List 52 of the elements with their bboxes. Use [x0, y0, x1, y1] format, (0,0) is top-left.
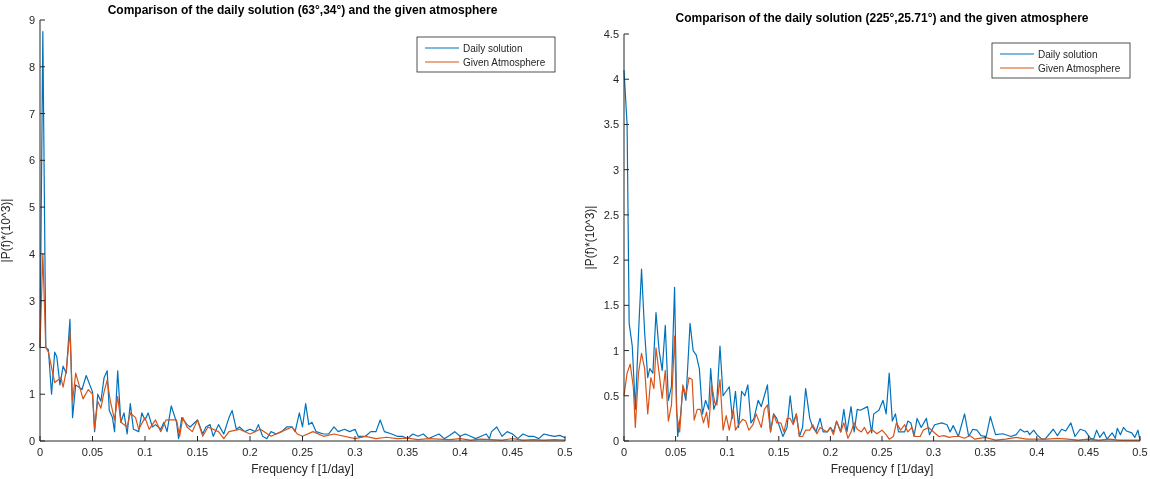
x-axis-title: Frequency f [1/day] — [830, 462, 934, 476]
x-tick-label: 0.1 — [137, 446, 153, 458]
y-tick-label: 5 — [28, 201, 35, 214]
y-tick-label: 9 — [28, 14, 35, 26]
chart-title: Comparison of the daily solution (63°,34°) and the given atmosphere — [107, 3, 498, 17]
y-tick-label: 0 — [612, 435, 619, 447]
y-tick-label: 1.5 — [603, 299, 619, 312]
x-tick-label: 0.3 — [925, 446, 942, 458]
y-tick-label: 2.5 — [603, 208, 619, 221]
y-tick-label: 1 — [612, 344, 619, 357]
legend-label: Given Atmosphere — [463, 57, 546, 68]
x-tick-label: 0.15 — [768, 446, 790, 458]
x-tick-label: 0.5 — [557, 446, 573, 458]
y-tick-label: 4.5 — [603, 28, 619, 40]
x-axis-title: Frequency f [1/day] — [251, 462, 354, 476]
y-tick-label: 1 — [28, 388, 35, 401]
y-tick-label: 6 — [28, 154, 35, 167]
x-tick-label: 0.45 — [1077, 446, 1100, 458]
y-axis-title: |P(f)*(10^3)| — [583, 205, 597, 270]
y-tick-label: 3.5 — [603, 118, 619, 131]
x-tick-label: 0 — [620, 446, 628, 458]
x-tick-label: 0.2 — [822, 446, 839, 458]
y-tick-label: 8 — [28, 60, 35, 73]
y-tick-label: 2 — [28, 341, 35, 354]
x-tick-label: 0.15 — [186, 446, 209, 458]
x-tick-label: 0.3 — [347, 446, 363, 458]
chart-title: Comparison of the daily solution (225°,25.71°) and the given atmosphere — [675, 11, 1089, 25]
y-tick-label: 4 — [612, 73, 619, 86]
x-tick-label: 0.25 — [871, 446, 893, 458]
y-axis-title: |P(f)*(10^3)| — [0, 198, 13, 263]
x-tick-label: 0.4 — [1029, 446, 1045, 458]
y-tick-label: 3 — [612, 163, 619, 176]
y-tick-label: 3 — [28, 294, 35, 307]
y-tick-label: 7 — [28, 107, 35, 120]
x-tick-label: 0.35 — [974, 446, 996, 458]
legend-label: Given Atmosphere — [1038, 63, 1121, 74]
x-tick-label: 0.4 — [452, 446, 468, 458]
x-tick-label: 0.05 — [81, 446, 104, 458]
y-tick-label: 4 — [28, 247, 35, 260]
x-tick-label: 0.5 — [1132, 446, 1148, 458]
x-tick-label: 0.05 — [664, 446, 687, 458]
x-tick-label: 0.2 — [242, 446, 258, 458]
y-tick-label: 2 — [612, 254, 619, 267]
y-tick-label: 0 — [28, 435, 35, 447]
x-tick-label: 0 — [36, 446, 44, 458]
x-tick-label: 0.1 — [719, 446, 735, 458]
x-tick-label: 0.35 — [396, 446, 419, 458]
legend-label: Daily solution — [1038, 49, 1098, 60]
y-tick-label: 0.5 — [603, 389, 619, 402]
legend-label: Daily solution — [463, 43, 523, 54]
x-tick-label: 0.45 — [501, 446, 524, 458]
x-tick-label: 0.25 — [291, 446, 314, 458]
